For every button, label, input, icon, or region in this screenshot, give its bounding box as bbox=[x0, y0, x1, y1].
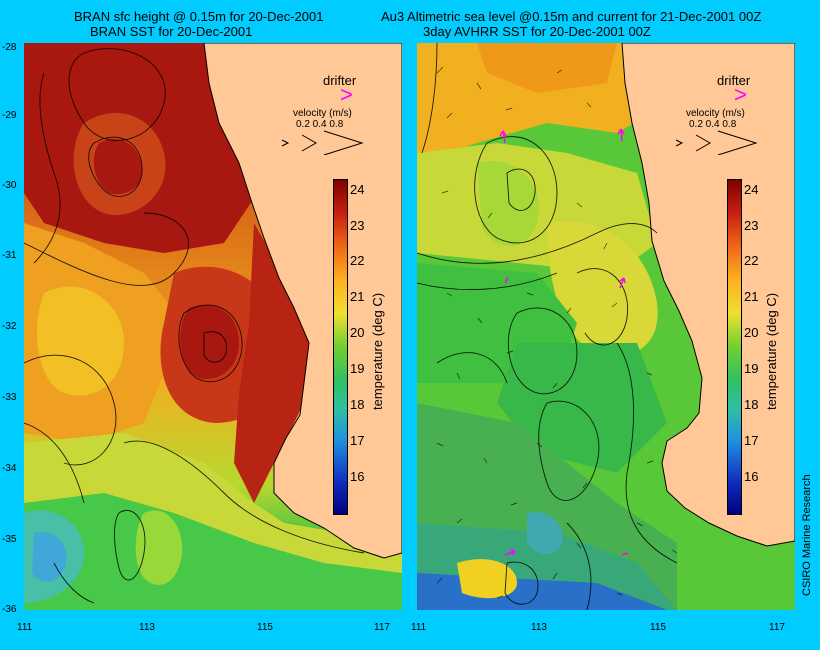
x-tick: 115 bbox=[257, 622, 273, 633]
left-title-line1: BRAN sfc height @ 0.15m for 20-Dec-2001 bbox=[74, 9, 324, 24]
y-tick: -30 bbox=[2, 180, 17, 191]
drifter-arrow-icon: > bbox=[340, 82, 353, 107]
x-tick: 111 bbox=[17, 622, 33, 633]
colorbar-tick: 17 bbox=[744, 433, 759, 448]
temperature-colorbar bbox=[727, 179, 742, 515]
colorbar-tick: 20 bbox=[350, 325, 365, 340]
right-title-line2: 3day AVHRR SST for 20-Dec-2001 00Z bbox=[423, 24, 651, 39]
velocity-label: velocity (m/s) bbox=[293, 108, 352, 119]
left-title-line2: BRAN SST for 20-Dec-2001 bbox=[90, 24, 253, 39]
colorbar-tick: 22 bbox=[350, 253, 365, 268]
credit-label: CSIRO Marine Research bbox=[801, 474, 813, 596]
colorbar-tick: 20 bbox=[744, 325, 759, 340]
velocity-label: velocity (m/s) bbox=[686, 108, 745, 119]
y-tick: -32 bbox=[2, 321, 17, 332]
colorbar-tick: 18 bbox=[350, 397, 365, 412]
x-tick: 113 bbox=[531, 622, 547, 633]
colorbar-tick: 23 bbox=[744, 218, 759, 233]
right-title-line1: Au3 Altimetric sea level @0.15m and curr… bbox=[381, 9, 762, 24]
colorbar-tick: 24 bbox=[350, 182, 365, 197]
y-tick: -35 bbox=[2, 534, 17, 545]
colorbar-tick: 18 bbox=[744, 397, 759, 412]
colorbar-title: temperature (deg C) bbox=[370, 292, 385, 410]
x-tick: 115 bbox=[650, 622, 666, 633]
colorbar-tick: 24 bbox=[744, 182, 759, 197]
y-tick: -34 bbox=[2, 463, 17, 474]
colorbar-tick: 19 bbox=[350, 361, 365, 376]
velocity-scale-icon bbox=[281, 130, 364, 155]
y-tick: -29 bbox=[2, 110, 17, 121]
avhrr-sst-map bbox=[417, 43, 795, 610]
velocity-values: 0.2 0.4 0.8 bbox=[296, 119, 344, 130]
colorbar-tick: 22 bbox=[744, 253, 759, 268]
velocity-values: 0.2 0.4 0.8 bbox=[689, 119, 737, 130]
x-tick: 117 bbox=[374, 622, 390, 633]
drifter-label: drifter bbox=[717, 73, 751, 88]
y-tick: -33 bbox=[2, 392, 17, 403]
temperature-colorbar bbox=[333, 179, 348, 515]
drifter-label: drifter bbox=[323, 73, 357, 88]
colorbar-tick: 17 bbox=[350, 433, 365, 448]
y-tick: -31 bbox=[2, 250, 17, 261]
colorbar-tick: 19 bbox=[744, 361, 759, 376]
colorbar-tick: 21 bbox=[744, 289, 759, 304]
drifter-arrow-icon: > bbox=[734, 82, 747, 107]
y-tick: -28 bbox=[2, 42, 17, 53]
colorbar-tick: 16 bbox=[350, 469, 365, 484]
colorbar-tick: 16 bbox=[744, 469, 759, 484]
colorbar-tick: 21 bbox=[350, 289, 365, 304]
x-tick: 113 bbox=[139, 622, 155, 633]
colorbar-title: temperature (deg C) bbox=[764, 292, 779, 410]
colorbar-tick: 23 bbox=[350, 218, 365, 233]
velocity-scale-icon bbox=[675, 130, 758, 155]
x-tick: 117 bbox=[769, 622, 785, 633]
y-tick: -36 bbox=[2, 604, 17, 615]
x-tick: 111 bbox=[411, 622, 427, 633]
